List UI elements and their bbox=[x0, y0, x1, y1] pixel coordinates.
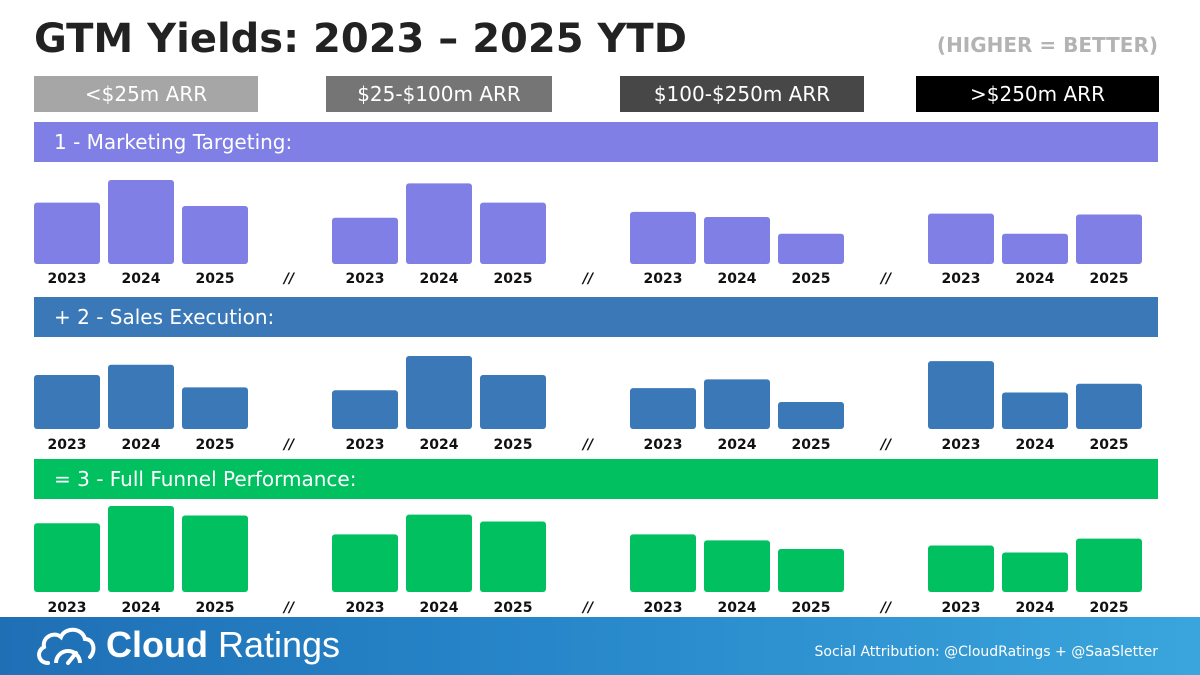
bar-r2-g3-2024 bbox=[704, 379, 770, 429]
tick-label-r1-g2-2024: 2024 bbox=[420, 271, 459, 287]
bar-r1-g3-2024 bbox=[704, 216, 770, 264]
bar-r3-g1-2023 bbox=[34, 523, 100, 592]
bar-r3-g2-2025 bbox=[480, 521, 546, 592]
bar-r3-g4-2024 bbox=[1002, 552, 1068, 592]
page-title: GTM Yields: 2023 – 2025 YTD bbox=[34, 16, 687, 62]
bar-charts: 2023 2024 2025 2023 2024 2025 2023 2024 2025 2023… bbox=[34, 180, 1142, 616]
tick-label-r2-g4-2025: 2025 bbox=[1090, 437, 1129, 453]
bar-r2-g3-2025 bbox=[778, 401, 844, 429]
section-bar-marketing-targeting: 1 - Marketing Targeting: bbox=[34, 122, 1158, 162]
tick-label-r2-g3-2023: 2023 bbox=[644, 437, 683, 453]
bar-r1-g3-2025 bbox=[778, 233, 844, 264]
group-separator-r2-3: // bbox=[879, 437, 893, 453]
bar-r1-g3-2023 bbox=[630, 211, 696, 264]
tick-label-r1-g1-2025: 2025 bbox=[196, 271, 235, 287]
tick-label-r3-g1-2023: 2023 bbox=[48, 600, 87, 616]
cloud-gauge-icon bbox=[37, 627, 96, 665]
bar-r2-g1-2023 bbox=[34, 374, 100, 429]
cloud-ratings-logo: Cloud Ratings bbox=[106, 624, 341, 665]
tick-label-r1-g1-2023: 2023 bbox=[48, 271, 87, 287]
tick-label-r2-g4-2023: 2023 bbox=[942, 437, 981, 453]
tick-label-r1-g4-2023: 2023 bbox=[942, 271, 981, 287]
bar-r3-g3-2023 bbox=[630, 534, 696, 592]
group-separator-r1-3: // bbox=[879, 271, 893, 287]
social-attribution: Social Attribution: @CloudRatings + @Saa… bbox=[814, 644, 1159, 660]
tick-label-r3-g4-2023: 2023 bbox=[942, 600, 981, 616]
tick-label-r1-g2-2025: 2025 bbox=[494, 271, 533, 287]
footer-banner: Cloud Ratings Social Attribution: @Cloud… bbox=[0, 617, 1200, 675]
tick-label-r3-g2-2024: 2024 bbox=[420, 600, 459, 616]
group-separator-r1-1: // bbox=[282, 271, 296, 287]
tick-label-r3-g2-2023: 2023 bbox=[346, 600, 385, 616]
bar-r1-g4-2023 bbox=[928, 213, 994, 264]
section-bar-full-funnel: = 3 - Full Funnel Performance: bbox=[34, 459, 1158, 499]
tick-label-r1-g2-2023: 2023 bbox=[346, 271, 385, 287]
tick-label-r1-g4-2024: 2024 bbox=[1016, 271, 1055, 287]
tick-label-r3-g3-2023: 2023 bbox=[644, 600, 683, 616]
bar-r3-g1-2025 bbox=[182, 515, 248, 592]
bar-r1-g2-2025 bbox=[480, 202, 546, 264]
group-separator-r3-3: // bbox=[879, 600, 893, 616]
tick-label-r2-g2-2023: 2023 bbox=[346, 437, 385, 453]
page-subtitle: (HIGHER = BETTER) bbox=[936, 33, 1158, 57]
bar-r1-g4-2025 bbox=[1076, 214, 1142, 264]
bar-r2-g4-2023 bbox=[928, 361, 994, 429]
bar-r3-g4-2023 bbox=[928, 545, 994, 592]
bar-r2-g2-2023 bbox=[332, 390, 398, 429]
bar-r2-g3-2023 bbox=[630, 388, 696, 429]
segment-label-100-250m: $100-$250m ARR bbox=[620, 76, 864, 112]
tick-label-r3-g4-2024: 2024 bbox=[1016, 600, 1055, 616]
bar-r3-g2-2024 bbox=[406, 514, 472, 592]
tick-label-r2-g2-2025: 2025 bbox=[494, 437, 533, 453]
section-bar-sales-execution: + 2 - Sales Execution: bbox=[34, 297, 1158, 337]
group-separator-r2-1: // bbox=[282, 437, 296, 453]
bar-r3-g3-2024 bbox=[704, 540, 770, 592]
bar-r2-g2-2025 bbox=[480, 374, 546, 429]
tick-label-r1-g3-2025: 2025 bbox=[792, 271, 831, 287]
tick-label-r2-g1-2023: 2023 bbox=[48, 437, 87, 453]
bar-r3-g1-2024 bbox=[108, 506, 174, 592]
bar-r1-g2-2023 bbox=[332, 217, 398, 264]
tick-label-r3-g3-2025: 2025 bbox=[792, 600, 831, 616]
group-separator-r1-2: // bbox=[581, 271, 595, 287]
bar-r1-g1-2025 bbox=[182, 206, 248, 264]
tick-label-r2-g3-2025: 2025 bbox=[792, 437, 831, 453]
tick-label-r1-g3-2024: 2024 bbox=[718, 271, 757, 287]
tick-label-r3-g3-2024: 2024 bbox=[718, 600, 757, 616]
bar-r2-g4-2024 bbox=[1002, 392, 1068, 429]
bar-r3-g4-2025 bbox=[1076, 538, 1142, 592]
group-separator-r3-1: // bbox=[282, 600, 296, 616]
tick-label-r2-g4-2024: 2024 bbox=[1016, 437, 1055, 453]
tick-label-r3-g4-2025: 2025 bbox=[1090, 600, 1129, 616]
tick-label-r1-g1-2024: 2024 bbox=[122, 271, 161, 287]
bar-r1-g2-2024 bbox=[406, 183, 472, 264]
tick-label-r1-g3-2023: 2023 bbox=[644, 271, 683, 287]
segment-label-over-250m: >$250m ARR bbox=[916, 76, 1159, 112]
bar-r1-g4-2024 bbox=[1002, 233, 1068, 264]
bar-r2-g1-2025 bbox=[182, 387, 248, 429]
bar-r2-g4-2025 bbox=[1076, 383, 1142, 429]
tick-label-r3-g1-2025: 2025 bbox=[196, 600, 235, 616]
bar-r1-g1-2023 bbox=[34, 202, 100, 264]
bar-r2-g2-2024 bbox=[406, 356, 472, 429]
bar-r3-g2-2023 bbox=[332, 534, 398, 592]
tick-label-r3-g1-2024: 2024 bbox=[122, 600, 161, 616]
tick-label-r2-g1-2024: 2024 bbox=[122, 437, 161, 453]
tick-label-r1-g4-2025: 2025 bbox=[1090, 271, 1129, 287]
tick-label-r2-g3-2024: 2024 bbox=[718, 437, 757, 453]
bar-r1-g1-2024 bbox=[108, 180, 174, 264]
tick-label-r2-g2-2024: 2024 bbox=[420, 437, 459, 453]
segment-label-25-100m: $25-$100m ARR bbox=[326, 76, 552, 112]
group-separator-r3-2: // bbox=[581, 600, 595, 616]
bar-r3-g3-2025 bbox=[778, 549, 844, 592]
bar-r2-g1-2024 bbox=[108, 364, 174, 429]
tick-label-r3-g2-2025: 2025 bbox=[494, 600, 533, 616]
tick-label-r2-g1-2025: 2025 bbox=[196, 437, 235, 453]
group-separator-r2-2: // bbox=[581, 437, 595, 453]
segment-label-under-25m: <$25m ARR bbox=[34, 76, 258, 112]
